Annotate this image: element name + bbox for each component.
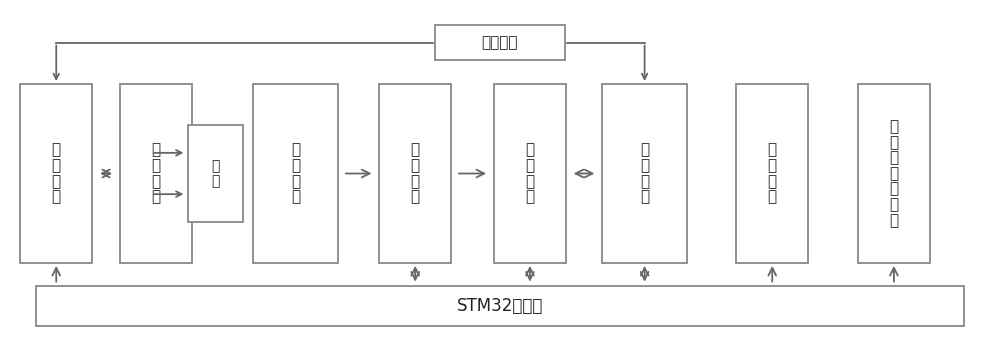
Text: 采
集
电
路: 采 集 电 路 (411, 143, 420, 204)
Text: 同步信号: 同步信号 (482, 35, 518, 50)
Bar (20, 84, 92, 263)
Bar (36, 286, 964, 326)
Bar (494, 84, 566, 263)
Text: 信
号
处
理: 信 号 处 理 (525, 143, 534, 204)
Text: 接
收
电
路: 接 收 电 路 (291, 143, 300, 204)
Bar (736, 84, 808, 263)
Bar (858, 84, 930, 263)
Text: 发
射
线
圈: 发 射 线 圈 (151, 143, 161, 204)
Text: STM32控制器: STM32控制器 (457, 297, 543, 315)
Text: 频
率
检
测: 频 率 检 测 (640, 143, 649, 204)
Text: 消
磁
模
块: 消 磁 模 块 (768, 143, 777, 204)
Bar (435, 25, 565, 60)
Text: 标
签: 标 签 (212, 159, 220, 188)
Text: 通
讯
与
显
示
模
块: 通 讯 与 显 示 模 块 (889, 119, 898, 228)
Bar (253, 84, 338, 263)
Bar (379, 84, 451, 263)
Bar (188, 125, 243, 222)
Bar (120, 84, 192, 263)
Text: 发
射
电
路: 发 射 电 路 (52, 143, 61, 204)
Bar (602, 84, 687, 263)
